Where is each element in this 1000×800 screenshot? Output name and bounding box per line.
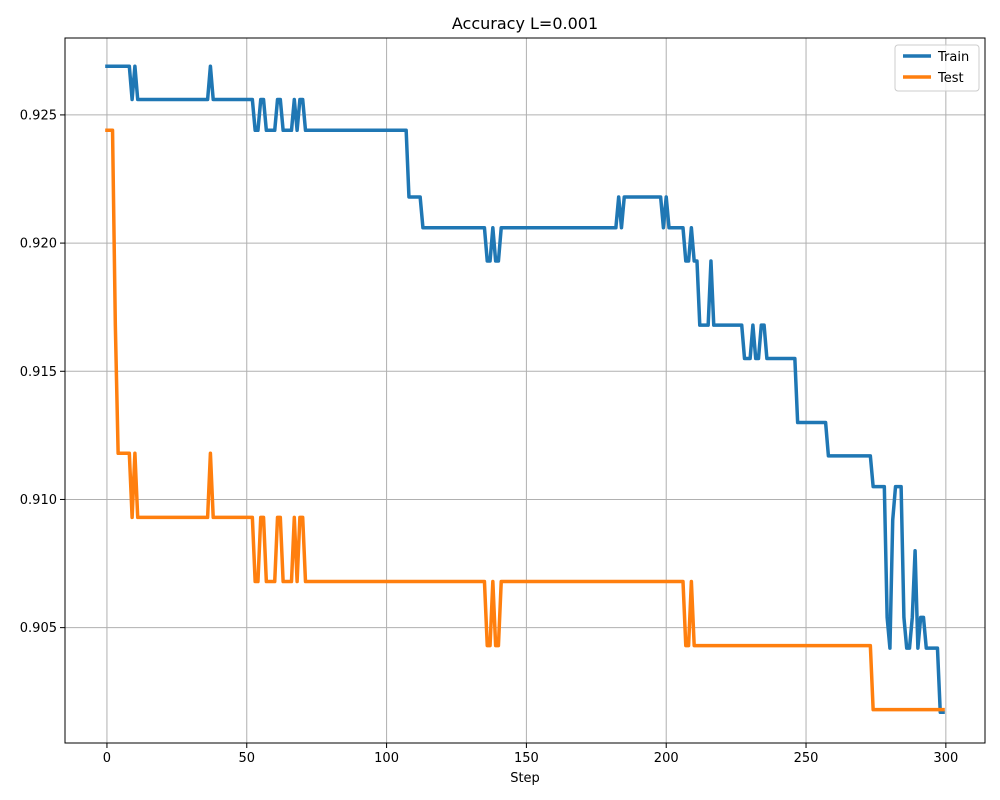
x-tick-label: 50 bbox=[238, 751, 255, 766]
x-tick-label: 250 bbox=[794, 751, 819, 766]
ticks: 0 50 100 150 200 250 300 0.905 0.910 0.915 0.920 0.… bbox=[20, 108, 958, 766]
y-tick-label: 0.925 bbox=[20, 108, 57, 123]
x-tick-label: 0 bbox=[103, 751, 111, 766]
legend: Train Test bbox=[894, 44, 980, 92]
y-tick-label: 0.920 bbox=[20, 237, 57, 252]
y-tick-label: 0.905 bbox=[20, 621, 57, 636]
legend-label-train: Train bbox=[937, 50, 969, 65]
chart-title: Accuracy L=0.001 bbox=[452, 14, 598, 33]
legend-label-test: Test bbox=[937, 71, 964, 86]
x-tick-label: 300 bbox=[933, 751, 958, 766]
y-tick-label: 0.915 bbox=[20, 365, 57, 380]
x-tick-label: 200 bbox=[654, 751, 679, 766]
grid bbox=[65, 38, 985, 743]
plot-area-frame bbox=[64, 37, 986, 744]
x-tick-label: 150 bbox=[514, 751, 539, 766]
x-tick-label: 100 bbox=[374, 751, 399, 766]
series-layer bbox=[105, 64, 945, 714]
series-line-train bbox=[105, 64, 945, 714]
x-axis-label: Step bbox=[510, 771, 540, 786]
series-line-test bbox=[105, 128, 945, 712]
y-tick-label: 0.910 bbox=[20, 493, 57, 508]
